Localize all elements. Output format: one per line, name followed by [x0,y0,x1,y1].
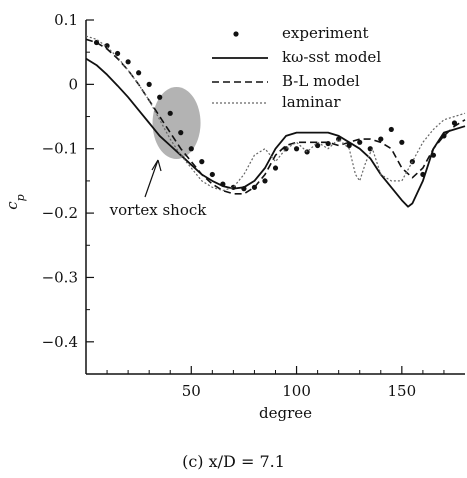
annotation-arrow-head [151,159,162,172]
y-tick-label: −0.2 [42,204,78,222]
experiment-point [114,50,121,57]
legend-marker-experiment [233,31,239,37]
legend: experiment kω-sst model B-L model laminar [212,24,381,111]
series-layer [85,35,466,208]
legend-label: laminar [282,93,341,111]
x-axis-label: degree [259,404,312,422]
experiment-point [388,126,394,133]
experiment-point [346,142,352,149]
y-axis-label: cp [3,194,27,209]
legend-label: B-L model [282,72,360,90]
vortex-shock-annotation: vortex shock [109,86,208,219]
x-tick-label: 150 [388,382,417,400]
experiment-point [136,70,142,76]
figure-caption: (c) x/D = 7.1 [0,452,467,471]
experiment-point [399,139,405,145]
y-tick-label: 0 [68,75,78,93]
axes: 50 100 150 0.1 0 −0.1 −0.2 −0.3 −0.4 degree cp [3,11,465,422]
experiment-point [146,81,152,87]
chart: 50 100 150 0.1 0 −0.1 −0.2 −0.3 −0.4 degree cp vor… [3,11,466,422]
annotation-arrow-shaft [144,159,159,198]
legend-label: kω-sst model [282,48,381,66]
y-tick-label: −0.3 [42,268,78,286]
experiment-point [125,59,131,65]
annotation-text: vortex shock [109,201,208,219]
y-tick-label: 0.1 [54,11,78,29]
x-tick-label: 100 [282,382,311,400]
experiment-point [262,178,268,184]
experiment-point [188,146,194,152]
experiment-point [293,146,300,152]
x-tick-label: 50 [182,382,201,400]
experiment-point [272,165,279,171]
caption-text: (c) x/D = 7.1 [182,452,285,471]
experiment-point [199,159,205,165]
experiment-point [178,130,184,136]
y-axis-label-subscript: p [14,194,27,201]
experiment-point [157,94,163,100]
experiment-point [451,120,458,126]
y-tick-label: −0.1 [42,140,78,158]
series-line-k-sst-model [85,57,466,208]
series-line-laminar [85,35,466,192]
experiment-point [104,43,110,49]
y-axis-label-group: cp [3,194,27,209]
experiment-point [378,136,384,142]
y-tick-label: −0.4 [42,333,78,351]
experiment-point [209,171,215,178]
experiment-point [357,139,363,145]
legend-label: experiment [282,24,369,42]
experiment-point [167,110,173,116]
